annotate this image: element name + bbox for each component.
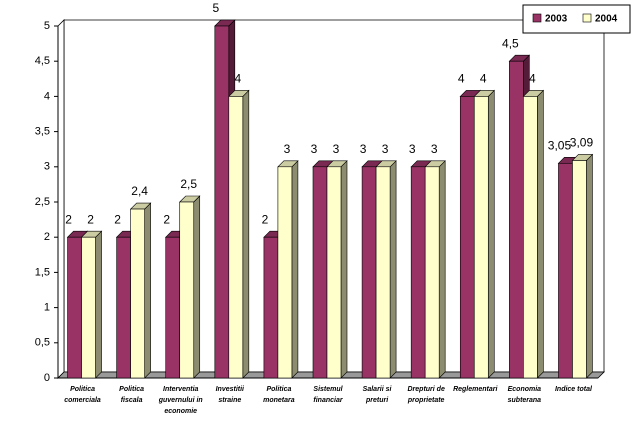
x-tick-label: Indice total (554, 386, 592, 393)
y-tick-label: 5 (44, 20, 50, 32)
legend-label: 2003 (545, 14, 568, 25)
bar-side (193, 195, 201, 379)
bar (523, 96, 538, 379)
value-label: 3 (284, 142, 291, 156)
bar-side (144, 202, 151, 379)
bar-side (291, 160, 299, 379)
bar (263, 236, 279, 379)
bar (179, 201, 195, 379)
bar (326, 166, 342, 379)
bar (473, 96, 489, 379)
value-label: 4 (529, 72, 536, 86)
bar (277, 166, 293, 379)
value-label: 3,05 (548, 138, 572, 152)
bar (424, 166, 440, 379)
value-label: 4 (458, 72, 465, 86)
bar-side (537, 89, 544, 379)
bar (459, 96, 475, 379)
value-label: 2 (87, 212, 94, 226)
value-label: 2,4 (131, 184, 148, 198)
bar (116, 236, 131, 379)
x-tick-label: Reglementari (453, 386, 498, 393)
y-tick-label: 2 (44, 231, 50, 243)
bar-side (242, 89, 250, 379)
y-tick-label: 3 (44, 161, 50, 173)
x-tick-label: Investitii straine (215, 386, 245, 404)
bar (410, 166, 426, 379)
y-tick-label: 1,5 (35, 266, 50, 278)
legend-swatch (532, 13, 542, 23)
x-tick-label: Politica fiscala (119, 386, 145, 404)
bar-side (438, 160, 446, 379)
bar (509, 60, 524, 379)
x-tick-label: Salarii si preturi (362, 386, 392, 404)
bar (375, 166, 391, 379)
y-tick-label: 4,5 (35, 55, 50, 67)
value-label: 2,5 (180, 177, 197, 191)
legend-swatch (582, 13, 592, 23)
x-tick-label: Economia subterana (507, 386, 542, 404)
value-label: 3 (409, 142, 416, 156)
bar (558, 162, 573, 379)
value-label: 2 (65, 212, 72, 226)
bar (312, 166, 328, 379)
side-wall (57, 19, 65, 379)
y-tick-label: 0 (44, 372, 50, 384)
value-label: 4,5 (502, 36, 519, 50)
value-label: 2 (262, 212, 269, 226)
legend-label: 2004 (595, 14, 618, 25)
y-tick-label: 2,5 (35, 196, 50, 208)
x-tick-label: Interventia guvernului in economie (158, 386, 203, 415)
value-label: 5 (212, 1, 219, 15)
x-tick-label: Politica comerciala (64, 386, 101, 404)
bar (572, 160, 587, 379)
value-label: 3 (360, 142, 367, 156)
bar-side (389, 160, 397, 379)
x-tick-label: Sistemul financiar (313, 386, 343, 404)
value-label: 3 (311, 142, 318, 156)
value-label: 4 (480, 72, 487, 86)
bar-side (586, 153, 593, 379)
value-label: 2 (114, 212, 121, 226)
y-tick-label: 3,5 (35, 126, 50, 138)
bar (130, 208, 145, 379)
y-tick-label: 0,5 (35, 337, 50, 349)
x-tick-label: Drepturi de proprietate (407, 386, 445, 404)
bar (361, 166, 377, 379)
value-label: 3 (382, 142, 389, 156)
bar (67, 236, 82, 379)
bar (228, 96, 244, 379)
y-tick-label: 1 (44, 302, 50, 314)
bar (165, 236, 181, 379)
x-tick-label: Politica monetara (263, 386, 295, 404)
bar-side (487, 89, 495, 379)
bar-side (340, 160, 348, 379)
value-label: 3,09 (570, 136, 594, 150)
bar (214, 25, 230, 379)
y-tick-label: 4 (44, 90, 50, 102)
value-label: 3 (333, 142, 340, 156)
value-label: 2 (163, 212, 170, 226)
value-label: 3 (431, 142, 438, 156)
bar (81, 236, 96, 379)
bar-side (95, 230, 102, 379)
value-label: 4 (234, 72, 241, 86)
